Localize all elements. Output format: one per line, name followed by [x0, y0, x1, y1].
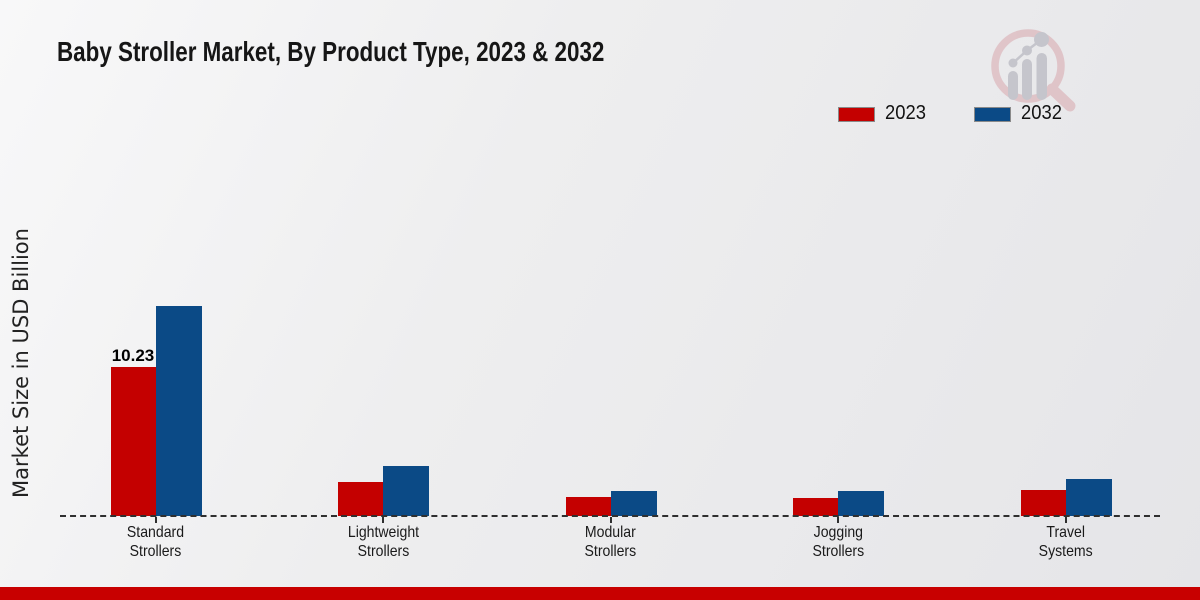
chart-legend: 2023 2032 [838, 102, 1065, 125]
bar-2032-standard-strollers [155, 306, 202, 516]
x-label-line: Systems [1038, 542, 1093, 560]
x-tick-lightweight-strollers [382, 517, 384, 523]
x-axis-baseline [60, 515, 1160, 517]
bar-2023-standard-strollers [110, 367, 156, 516]
bar-2023-modular-strollers [565, 497, 611, 516]
bar-2032-lightweight-strollers [383, 466, 429, 516]
logo-bars [1008, 32, 1049, 100]
x-label-travel-systems: Travel Systems [976, 524, 1156, 561]
bar-2032-jogging-strollers [838, 491, 884, 516]
legend-item-2032: 2032 [973, 102, 1066, 125]
bar-2023-travel-systems [1020, 490, 1066, 516]
x-label-line: Strollers [357, 542, 409, 560]
x-label-line: Strollers [129, 542, 182, 560]
bar-2032-travel-systems [1065, 479, 1112, 516]
x-label-line: Standard [126, 524, 185, 541]
legend-swatch-2023 [838, 107, 875, 122]
bar-2032-modular-strollers [610, 491, 657, 516]
x-label-line: Modular [585, 524, 636, 541]
magnifier-handle [1046, 83, 1076, 112]
x-tick-modular-strollers [609, 517, 612, 523]
magnifier-chart-logo-watermark [991, 29, 1076, 112]
x-label-line: Strollers [812, 542, 864, 560]
legend-label-2023: 2023 [885, 102, 926, 124]
x-label-jogging-strollers: Jogging Strollers [748, 524, 928, 561]
chart-title: Baby Stroller Market, By Product Type, 2… [57, 36, 605, 67]
legend-swatch-2032 [973, 107, 1011, 122]
bar-2023-lightweight-strollers [338, 482, 383, 516]
bar-value-label: 10.23 [111, 346, 155, 365]
x-label-line: Travel [1046, 524, 1085, 541]
x-label-standard-strollers: Standard Strollers [66, 524, 246, 561]
bar-2023-jogging-strollers [793, 498, 838, 516]
x-tick-standard-strollers [154, 517, 157, 523]
x-tick-travel-systems [1064, 517, 1067, 523]
x-label-line: Lightweight [347, 524, 419, 541]
footer-accent-bar [0, 587, 1200, 600]
x-tick-jogging-strollers [837, 517, 839, 523]
x-label-lightweight-strollers: Lightweight Strollers [293, 524, 473, 561]
x-label-modular-strollers: Modular Strollers [521, 524, 701, 561]
x-label-line: Strollers [584, 542, 637, 560]
x-label-line: Jogging [813, 524, 863, 541]
legend-item-2023: 2023 [838, 102, 930, 125]
legend-label-2032: 2032 [1020, 102, 1062, 124]
